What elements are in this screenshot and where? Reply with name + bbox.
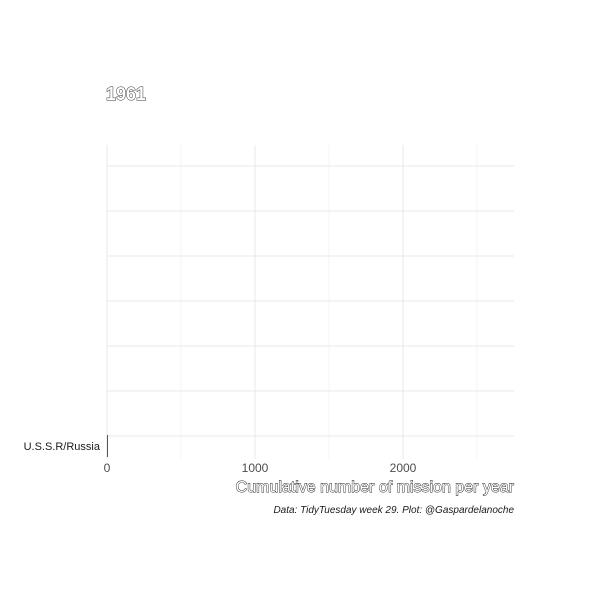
chart-title: 1961 xyxy=(106,84,146,104)
bar-layer xyxy=(107,435,108,457)
bar-0 xyxy=(107,435,108,457)
category-label-0: U.S.S.R/Russia xyxy=(24,441,101,453)
x-axis-ticks: 0 1000 2000 xyxy=(104,461,417,475)
x-tick-label-1: 1000 xyxy=(242,461,269,475)
grid-layer xyxy=(106,145,514,459)
y-axis-labels: U.S.S.R/Russia xyxy=(24,441,101,453)
x-tick-label-2: 2000 xyxy=(390,461,417,475)
x-tick-label-0: 0 xyxy=(104,461,111,475)
x-axis-title: Cumulative number of mission per year xyxy=(236,479,515,496)
chart-caption: Data: TidyTuesday week 29. Plot: @Gaspar… xyxy=(273,505,514,516)
